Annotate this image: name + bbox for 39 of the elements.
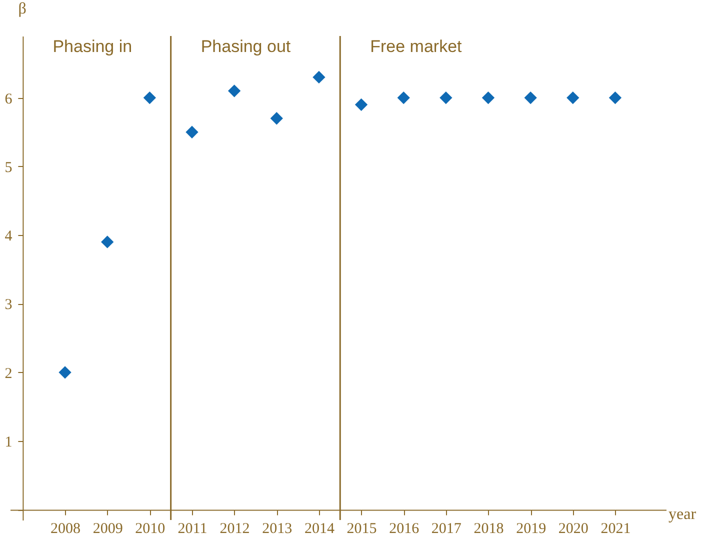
x-tick-label: 2011 [178, 521, 208, 538]
point [440, 91, 452, 104]
x-tick-label: 2015 [346, 521, 377, 538]
point [312, 70, 326, 84]
x-tick-label: 2009 [92, 521, 123, 538]
point [58, 366, 72, 379]
x-tick-label: 2018 [474, 521, 504, 538]
x-tick-label: 2014 [304, 521, 335, 538]
point [270, 112, 283, 125]
x-tick-label: 2020 [558, 521, 588, 538]
point [354, 98, 368, 111]
x-tick-label: 2008 [50, 521, 81, 538]
x-tick-label: 2010 [135, 521, 166, 538]
x-tick-label: 2019 [516, 521, 546, 538]
y-tick-label: 1 [4, 434, 12, 451]
x-axis-title: year [668, 506, 697, 524]
annotation: Free market [370, 37, 462, 56]
point [566, 91, 580, 104]
x-tick-label: 2012 [220, 521, 250, 538]
point [143, 91, 156, 104]
point [101, 236, 114, 248]
annotation: Phasing in [52, 37, 132, 56]
point [524, 91, 537, 104]
x-tick-label: 2021 [600, 521, 631, 538]
point [186, 126, 198, 138]
y-tick-label: 6 [4, 91, 13, 108]
x-tick-label: 2013 [262, 521, 292, 538]
y-tick-label: 4 [4, 228, 13, 245]
point [228, 84, 241, 98]
y-tick-label: 2 [4, 366, 12, 382]
point [608, 91, 622, 104]
y-tick-label: 3 [4, 297, 12, 314]
y-axis-title: β [18, 0, 26, 18]
x-tick-label: 2016 [389, 521, 420, 538]
annotation: Phasing out [200, 37, 291, 56]
point [482, 91, 495, 104]
x-tick-label: 2017 [431, 521, 462, 538]
y-tick-label: 5 [4, 160, 12, 176]
point [397, 91, 410, 104]
